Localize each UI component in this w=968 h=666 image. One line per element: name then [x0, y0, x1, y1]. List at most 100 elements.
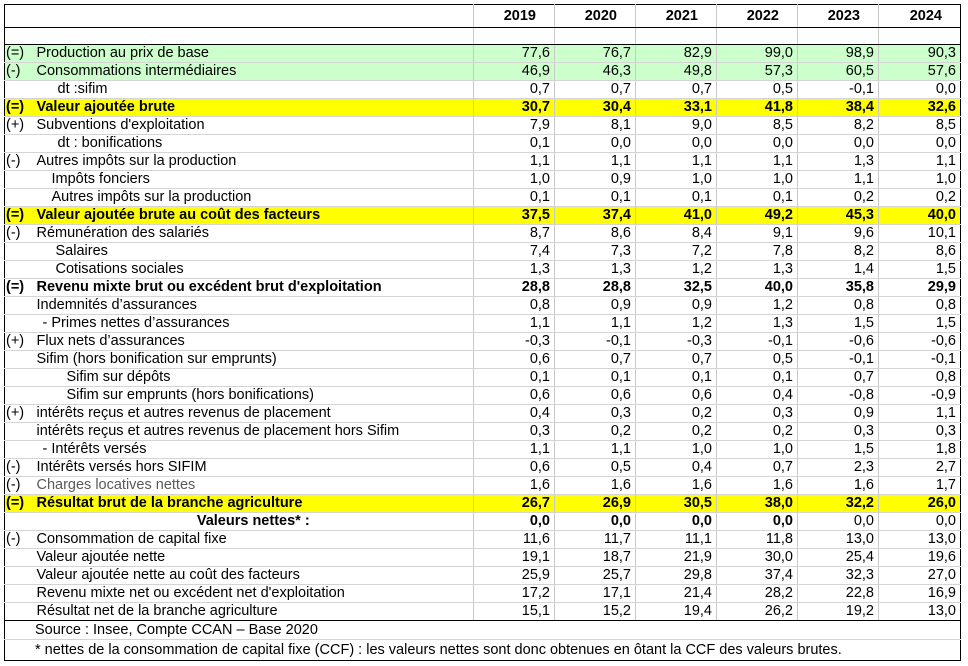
value-cell-2021[interactable]: 0,2	[635, 404, 717, 423]
operator-cell[interactable]	[4, 386, 34, 405]
value-cell-2023[interactable]: -0,1	[797, 350, 879, 369]
value-cell-2019[interactable]: 0,4	[473, 404, 555, 423]
value-cell-2024[interactable]: 1,7	[878, 476, 961, 495]
value-cell-2022[interactable]: 1,1	[716, 152, 798, 171]
value-cell-2020[interactable]: 1,1	[554, 314, 636, 333]
value-cell-2022[interactable]: 49,2	[716, 206, 798, 225]
value-cell-2020[interactable]: 11,7	[554, 530, 636, 549]
value-cell-2022[interactable]: 1,3	[716, 260, 798, 279]
operator-cell[interactable]: (=)	[4, 98, 34, 117]
value-cell-2022[interactable]: 0,3	[716, 404, 798, 423]
value-cell-2019[interactable]: 11,6	[473, 530, 555, 549]
value-cell-2023[interactable]: -0,1	[797, 80, 879, 99]
operator-cell[interactable]	[4, 260, 34, 279]
value-cell-2020[interactable]: 25,7	[554, 566, 636, 585]
value-cell-2019[interactable]: 0,0	[473, 512, 555, 531]
row-label[interactable]: Valeur ajoutée brute	[33, 98, 474, 117]
value-cell-2021[interactable]: 19,4	[635, 602, 717, 621]
value-cell-2020[interactable]: 46,3	[554, 62, 636, 81]
value-cell-2023[interactable]: 0,7	[797, 368, 879, 387]
value-cell-2020[interactable]: 0,7	[554, 350, 636, 369]
value-cell-2020[interactable]: 0,6	[554, 386, 636, 405]
operator-cell[interactable]: (=)	[4, 494, 34, 513]
year-header-2022[interactable]: 2022	[716, 4, 798, 28]
value-cell-2024[interactable]: 0,2	[878, 188, 961, 207]
operator-cell[interactable]	[4, 422, 34, 441]
value-cell-2021[interactable]: 49,8	[635, 62, 717, 81]
value-cell-2019[interactable]: 0,3	[473, 422, 555, 441]
value-cell-2021[interactable]: 0,7	[635, 350, 717, 369]
row-label[interactable]: Sifim sur emprunts (hors bonifications)	[33, 386, 474, 405]
value-cell-2022[interactable]: 1,0	[716, 440, 798, 459]
value-cell-2021[interactable]: 0,0	[635, 134, 717, 153]
row-label[interactable]: intérêts reçus et autres revenus de plac…	[33, 422, 474, 441]
value-cell-2021[interactable]: 82,9	[635, 44, 717, 63]
row-label[interactable]: Intérêts versés hors SIFIM	[33, 458, 474, 477]
value-cell-2021[interactable]: 9,0	[635, 116, 717, 135]
value-cell-2019[interactable]: 15,1	[473, 602, 555, 621]
value-cell-2024[interactable]: 27,0	[878, 566, 961, 585]
value-cell-2021[interactable]: 0,7	[635, 80, 717, 99]
value-cell-2021[interactable]: 0,1	[635, 188, 717, 207]
value-cell-2024[interactable]: 19,6	[878, 548, 961, 567]
value-cell-2022[interactable]: 0,0	[716, 512, 798, 531]
value-cell-2021[interactable]: 1,1	[635, 152, 717, 171]
value-cell-2019[interactable]: 1,1	[473, 440, 555, 459]
value-cell-2019[interactable]: 19,1	[473, 548, 555, 567]
value-cell-2024[interactable]: 57,6	[878, 62, 961, 81]
value-cell-2023[interactable]: 0,2	[797, 188, 879, 207]
value-cell-2019[interactable]: 0,8	[473, 296, 555, 315]
operator-cell[interactable]: (-)	[4, 530, 34, 549]
value-cell-2024[interactable]: -0,6	[878, 332, 961, 351]
value-cell-2024[interactable]: 29,9	[878, 278, 961, 297]
row-label[interactable]: Production au prix de base	[33, 44, 474, 63]
row-label[interactable]: Salaires	[33, 242, 474, 261]
value-cell-2024[interactable]: 0,0	[878, 80, 961, 99]
value-cell-2019[interactable]: 30,7	[473, 98, 555, 117]
value-cell-2020[interactable]: 0,1	[554, 188, 636, 207]
value-cell-2022[interactable]: 1,2	[716, 296, 798, 315]
value-cell-2022[interactable]: 28,2	[716, 584, 798, 603]
value-cell-2019[interactable]: -0,3	[473, 332, 555, 351]
value-cell-2022[interactable]: 0,5	[716, 350, 798, 369]
year-header-2024[interactable]: 2024	[878, 4, 961, 28]
value-cell-2021[interactable]: 41,0	[635, 206, 717, 225]
row-label[interactable]: Résultat net de la branche agriculture	[33, 602, 474, 621]
value-cell-2021[interactable]: 0,0	[635, 512, 717, 531]
value-cell-2023[interactable]: 0,3	[797, 422, 879, 441]
value-cell-2023[interactable]: 9,6	[797, 224, 879, 243]
value-cell-2019[interactable]: 25,9	[473, 566, 555, 585]
row-label[interactable]: Valeurs nettes* :	[33, 512, 474, 531]
value-cell-2019[interactable]: 0,6	[473, 458, 555, 477]
operator-cell[interactable]	[4, 584, 34, 603]
value-cell-2022[interactable]: 41,8	[716, 98, 798, 117]
value-cell-2024[interactable]: 0,8	[878, 296, 961, 315]
value-cell-2020[interactable]: 1,1	[554, 440, 636, 459]
value-cell-2020[interactable]: 1,3	[554, 260, 636, 279]
value-cell-2019[interactable]: 26,7	[473, 494, 555, 513]
value-cell-2022[interactable]: 8,5	[716, 116, 798, 135]
value-cell-2023[interactable]: -0,6	[797, 332, 879, 351]
operator-cell[interactable]: (-)	[4, 476, 34, 495]
value-cell-2024[interactable]: 16,9	[878, 584, 961, 603]
operator-cell[interactable]	[4, 350, 34, 369]
value-cell-2024[interactable]: 10,1	[878, 224, 961, 243]
value-cell-2023[interactable]: 8,2	[797, 242, 879, 261]
value-cell-2023[interactable]: 38,4	[797, 98, 879, 117]
value-cell-2019[interactable]: 1,3	[473, 260, 555, 279]
value-cell-2023[interactable]: 60,5	[797, 62, 879, 81]
value-cell-2022[interactable]: 38,0	[716, 494, 798, 513]
value-cell-2023[interactable]: 0,8	[797, 296, 879, 315]
operator-cell[interactable]	[4, 242, 34, 261]
value-cell-2022[interactable]: 0,2	[716, 422, 798, 441]
year-header-2021[interactable]: 2021	[635, 4, 717, 28]
value-cell-2020[interactable]: 1,6	[554, 476, 636, 495]
operator-cell[interactable]	[4, 512, 34, 531]
row-label[interactable]: Rémunération des salariés	[33, 224, 474, 243]
value-cell-2021[interactable]: 32,5	[635, 278, 717, 297]
value-cell-2022[interactable]: 9,1	[716, 224, 798, 243]
value-cell-2023[interactable]: 13,0	[797, 530, 879, 549]
operator-cell[interactable]: (=)	[4, 206, 34, 225]
value-cell-2020[interactable]: 76,7	[554, 44, 636, 63]
value-cell-2021[interactable]: -0,3	[635, 332, 717, 351]
